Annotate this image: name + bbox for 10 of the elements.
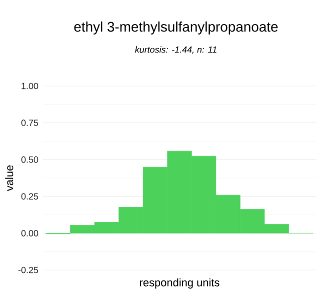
y-axis-title: value (5, 165, 14, 192)
y-tick-label: 0.50 (21, 156, 38, 163)
y-tick-label: 0.75 (21, 120, 38, 126)
chart-subtitle: kurtosis: -1.44, n: 11 (135, 46, 216, 54)
y-tick-label: 1.00 (22, 82, 38, 90)
y-tick-label: 0.00 (21, 230, 38, 236)
y-tick-label: 0.25 (21, 193, 38, 200)
y-tick-label: -0.25 (18, 266, 38, 274)
x-axis-title: responding units (140, 278, 220, 289)
chart-title: ethyl 3-methylsulfanylpropanoate (74, 21, 278, 34)
